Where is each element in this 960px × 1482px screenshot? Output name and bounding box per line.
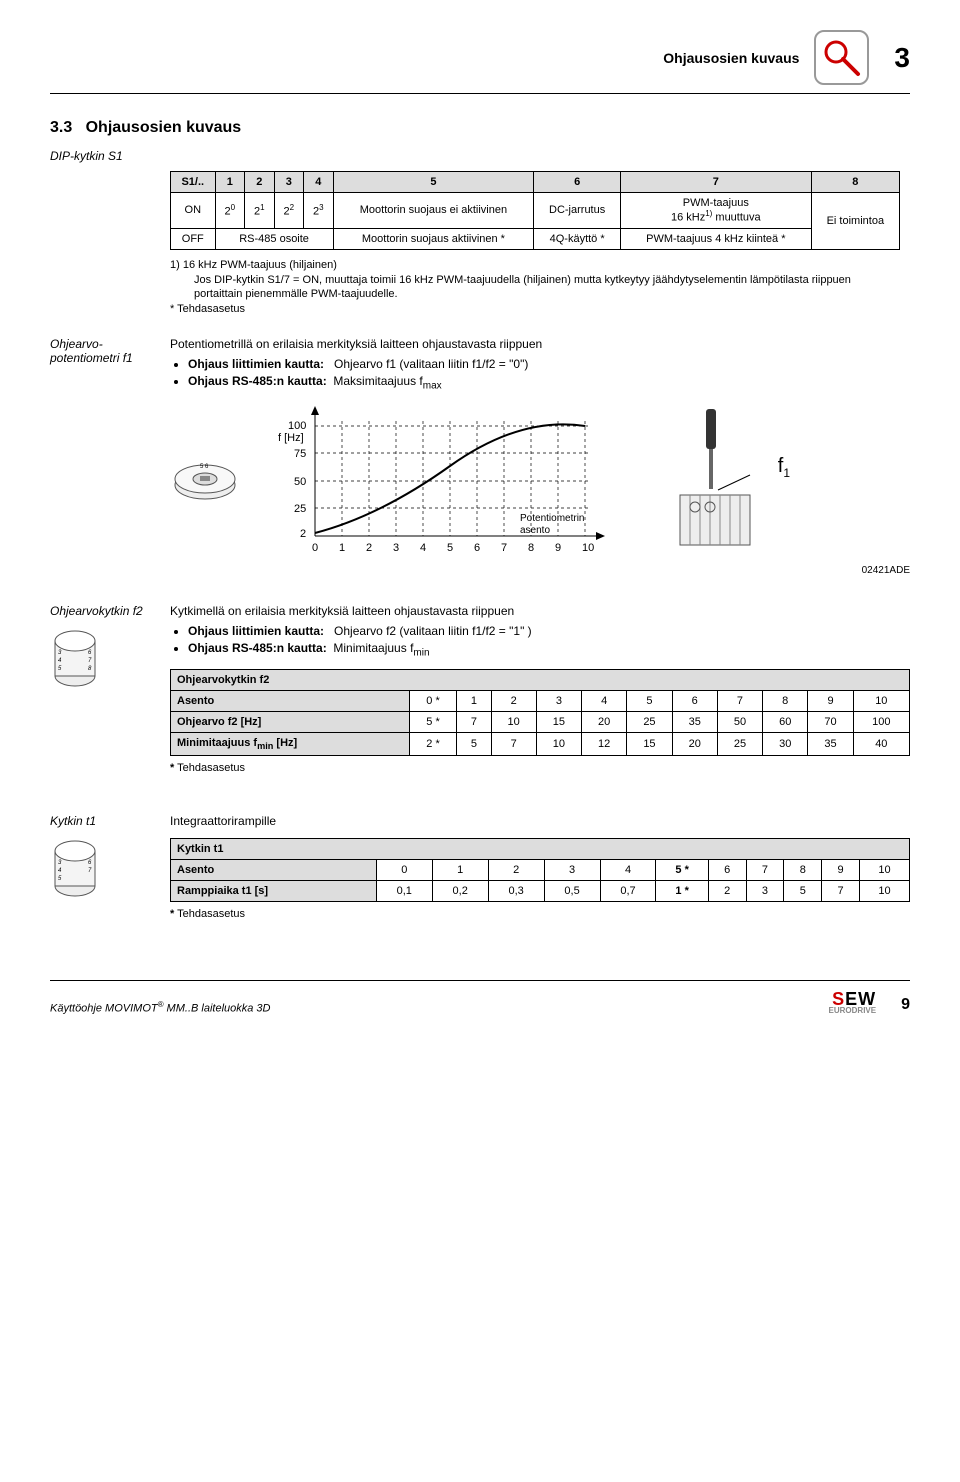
pot-label: Ohjearvo-potentiometri f1 <box>50 337 150 365</box>
t1-label: Kytkin t1 <box>50 814 96 828</box>
page-title: Ohjausosien kuvaus <box>663 50 799 66</box>
section-heading: 3.3 Ohjausosien kuvaus <box>50 119 910 137</box>
svg-text:f [Hz]: f [Hz] <box>278 432 304 444</box>
magnifier-icon <box>814 30 869 85</box>
f2-intro: Kytkimellä on erilaisia merkityksiä lait… <box>170 604 910 618</box>
f2-label: Ohjearvokytkin f2 <box>50 604 143 618</box>
dip-table: S1/.. 1 2 3 4 5 6 7 8 ON 20 21 22 23 Moo… <box>170 171 900 250</box>
knob-icon-2: 3 4 5 6 7 <box>50 836 100 909</box>
page-number: 9 <box>901 996 910 1014</box>
dial-icon: 5 6 <box>170 455 240 508</box>
svg-text:8: 8 <box>528 542 534 554</box>
screwdriver-icon: f1 <box>640 405 780 558</box>
t1-note: * Tehdasasetus <box>170 908 910 920</box>
t1-table: Kytkin t1 Asento012345 *678910 Ramppiaik… <box>170 838 910 902</box>
svg-text:7: 7 <box>501 542 507 554</box>
sew-logo: SEW EURODRIVE <box>829 991 877 1014</box>
section-number: 3 <box>894 42 910 74</box>
t1-intro: Integraattorirampille <box>170 814 910 828</box>
svg-text:75: 75 <box>294 448 306 460</box>
svg-text:2: 2 <box>300 528 306 540</box>
svg-text:4: 4 <box>420 542 426 554</box>
footer-text: Käyttöohje MOVIMOT® MM..B laiteluokka 3D <box>50 1000 270 1015</box>
svg-text:asento: asento <box>520 525 550 536</box>
svg-text:2: 2 <box>366 542 372 554</box>
dip-subhead: DIP-kytkin S1 <box>50 149 910 163</box>
svg-text:1: 1 <box>339 542 345 554</box>
chart-code: 02421ADE <box>170 565 910 576</box>
svg-text:25: 25 <box>294 503 306 515</box>
svg-text:9: 9 <box>555 542 561 554</box>
knob-icon: 3 4 5 6 7 8 <box>50 626 100 699</box>
svg-text:6: 6 <box>474 542 480 554</box>
f2-table: Ohjearvokytkin f2 Asento0 *12345678910 O… <box>170 669 910 756</box>
svg-text:3: 3 <box>393 542 399 554</box>
f2-note: * * TehdasasetusTehdasasetus <box>170 762 910 774</box>
svg-text:0: 0 <box>312 542 318 554</box>
svg-text:5: 5 <box>447 542 453 554</box>
svg-text:5 6: 5 6 <box>200 464 209 470</box>
f1-chart: 100 f [Hz] 75 50 25 2 0 1 2 3 4 5 6 7 8 9 10 Poten… <box>260 401 620 561</box>
pot-intro: Potentiometrillä on erilaisia merkityksi… <box>170 337 910 351</box>
svg-text:Potentiometrin: Potentiometrin <box>520 513 584 524</box>
svg-text:10: 10 <box>582 542 594 554</box>
pot-bullets: Ohjaus liittimien kautta: Ohjearvo f1 (v… <box>170 357 910 391</box>
f2-bullets: Ohjaus liittimien kautta: Ohjearvo f2 (v… <box>170 624 910 658</box>
svg-text:100: 100 <box>288 420 306 432</box>
dip-notes: 1) 16 kHz PWM-taajuus (hiljainen) Jos DI… <box>170 258 900 317</box>
svg-text:50: 50 <box>294 476 306 488</box>
